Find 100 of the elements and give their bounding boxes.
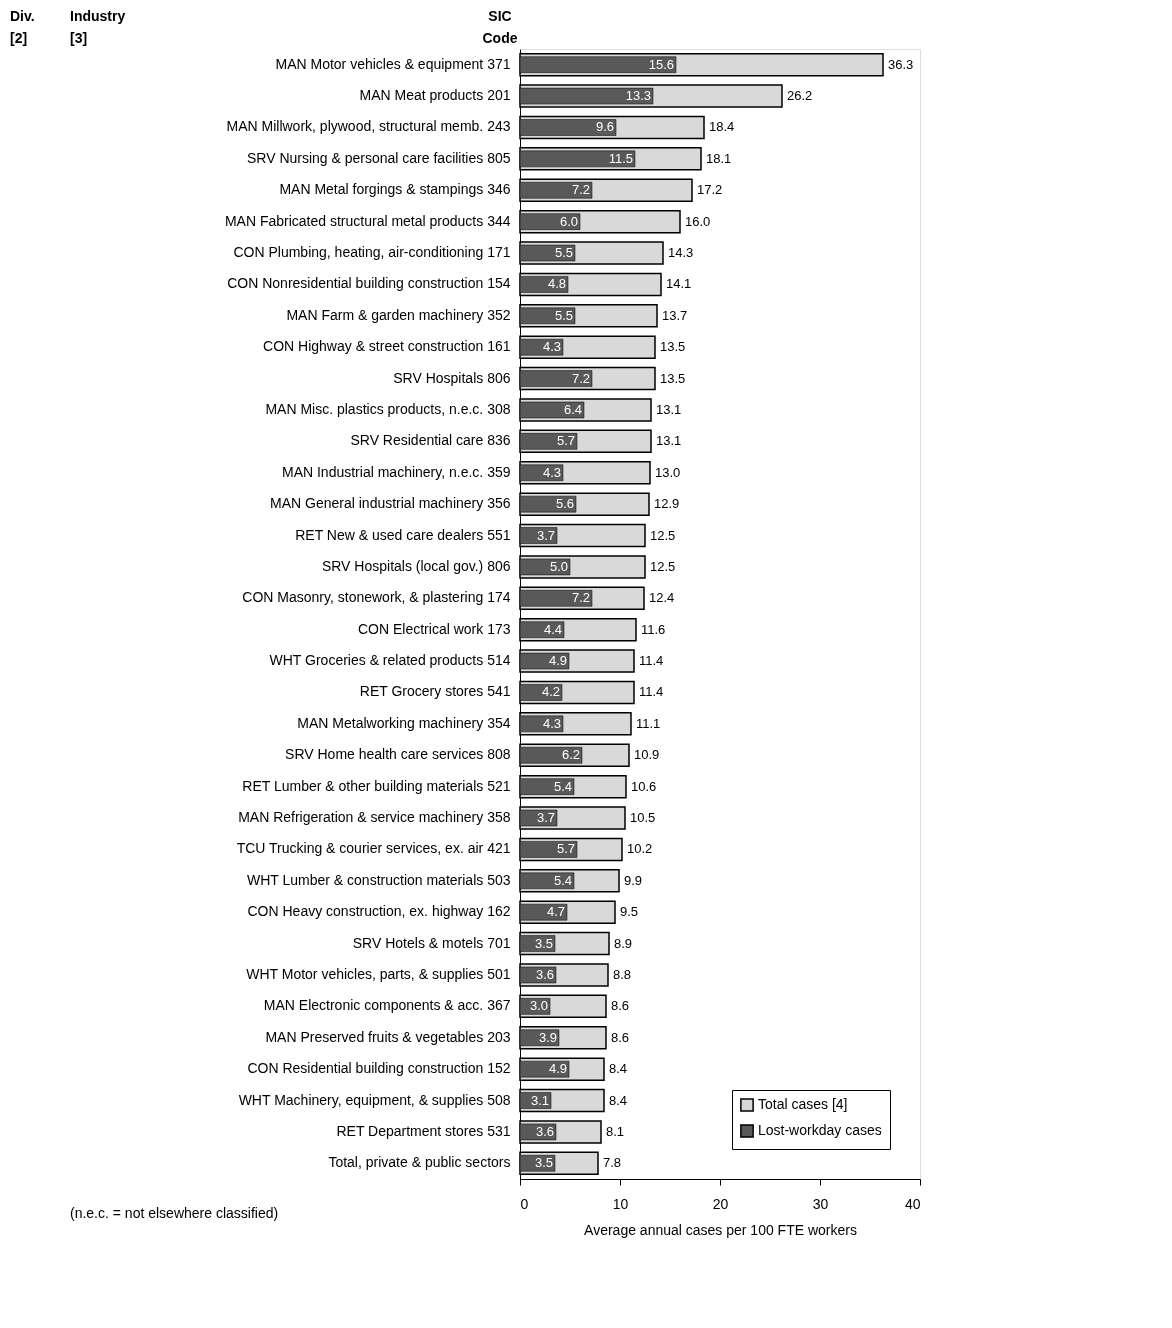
data-label: 7.2: [571, 370, 590, 386]
data-label: 13.0: [655, 464, 681, 480]
y-tick-label: RET Grocery stores 541: [359, 683, 511, 700]
data-label: 11.1: [636, 715, 661, 731]
y-tick-label: MAN Motor vehicles & equipment 371: [275, 55, 511, 72]
data-label: 9.9: [624, 872, 643, 888]
x-tick-label: 0: [520, 1195, 529, 1212]
y-tick-label: Total, private & public sectors: [328, 1154, 511, 1171]
data-label: 13.5: [660, 339, 686, 355]
data-label: 8.9: [614, 935, 633, 951]
data-label: 3.5: [534, 935, 553, 951]
data-label: 10.9: [634, 747, 660, 763]
data-label: 8.6: [611, 1029, 630, 1045]
data-label: 3.9: [538, 1029, 557, 1045]
y-tick-label: MAN Misc. plastics products, n.e.c. 308: [265, 400, 511, 417]
y-tick-label: SRV Hotels & motels 701: [352, 934, 511, 951]
data-label: 13.5: [660, 370, 686, 386]
data-label: 17.2: [697, 182, 723, 198]
data-label: 8.8: [613, 966, 632, 982]
y-tick-label: RET Lumber & other building materials 521: [242, 777, 511, 794]
x-tick-label: 30: [812, 1195, 829, 1212]
data-label: 14.3: [668, 245, 694, 261]
data-label: 8.4: [609, 1061, 628, 1077]
data-label: 4.4: [543, 621, 562, 637]
data-label: 7.2: [571, 182, 590, 198]
data-label: 5.5: [554, 245, 573, 261]
data-label: 3.0: [529, 998, 548, 1014]
data-label: 4.3: [542, 339, 561, 355]
y-tick-label: MAN Fabricated structural metal products 344: [224, 212, 511, 229]
data-label: 8.6: [611, 998, 630, 1014]
legend-label: Lost-workday cases: [758, 1122, 882, 1138]
data-label: 4.2: [541, 684, 560, 700]
data-label: 13.7: [662, 307, 688, 323]
y-tick-label: CON Heavy construction, ex. highway 162: [247, 903, 511, 920]
data-label: 6.2: [561, 747, 580, 763]
data-label: 8.1: [606, 1123, 625, 1139]
x-axis-title: Average annual cases per 100 FTE workers: [584, 1221, 857, 1238]
data-label: 7.2: [571, 590, 590, 606]
data-label: 3.1: [530, 1092, 549, 1108]
data-label: 12.9: [654, 496, 680, 512]
data-label: 5.0: [549, 558, 568, 574]
y-tick-label: CON Plumbing, heating, air-conditioning 171: [233, 244, 511, 261]
data-label: 5.5: [554, 307, 573, 323]
y-tick-label: CON Electrical work 173: [358, 620, 511, 637]
x-tick-label: 40: [904, 1195, 921, 1212]
legend-label: Total cases [4]: [758, 1096, 848, 1112]
data-label: 10.5: [630, 810, 656, 826]
y-tick-label: MAN Metal forgings & stampings 346: [279, 181, 511, 198]
data-label: 3.5: [534, 1155, 553, 1171]
y-tick-label: MAN Meat products 201: [359, 87, 511, 104]
data-label: 4.3: [542, 464, 561, 480]
y-tick-label: MAN Millwork, plywood, structural memb. 243: [226, 118, 511, 135]
y-tick-label: RET New & used care dealers 551: [295, 526, 511, 543]
data-label: 11.6: [641, 621, 666, 637]
y-tick-label: MAN Industrial machinery, n.e.c. 359: [281, 463, 511, 480]
y-tick-label: SRV Hospitals (local gov.) 806: [321, 557, 511, 574]
y-tick-label: MAN Refrigeration & service machinery 358: [238, 809, 511, 826]
data-label: 3.6: [535, 966, 554, 982]
y-tick-label: SRV Hospitals 806: [393, 369, 511, 386]
data-label: 6.4: [563, 401, 582, 417]
data-label: 4.7: [546, 904, 565, 920]
y-tick-label: MAN General industrial machinery 356: [270, 495, 511, 512]
data-label: 15.6: [648, 56, 674, 72]
data-label: 3.7: [536, 810, 555, 826]
data-label: 13.1: [656, 401, 682, 417]
text: (n.e.c. = not elsewhere classified): [70, 1205, 279, 1221]
data-label: 9.6: [595, 119, 614, 135]
text: Industry [3]: [70, 8, 126, 46]
data-label: 13.1: [656, 433, 682, 449]
data-label: 5.7: [556, 841, 575, 857]
data-label: 6.0: [559, 213, 578, 229]
y-tick-label: CON Masonry, stonework, & plastering 174: [242, 589, 511, 606]
y-tick-label: MAN Metalworking machinery 354: [297, 714, 511, 731]
data-label: 16.0: [685, 213, 711, 229]
data-label: 3.6: [535, 1123, 554, 1139]
data-label: 13.3: [625, 88, 651, 104]
data-label: 11.4: [639, 684, 664, 700]
x-tick-label: 20: [712, 1195, 729, 1212]
data-label: 3.7: [536, 527, 555, 543]
data-label: 4.8: [547, 276, 566, 292]
data-label: 7.8: [603, 1155, 622, 1171]
y-tick-label: CON Highway & street construction 161: [263, 338, 511, 355]
y-tick-label: WHT Lumber & construction materials 503: [246, 871, 511, 888]
y-tick-label: SRV Residential care 836: [350, 432, 511, 449]
y-tick-label: WHT Motor vehicles, parts, & supplies 501: [246, 965, 511, 982]
y-tick-label: SRV Home health care services 808: [285, 746, 511, 763]
data-label: 36.3: [888, 56, 914, 72]
data-label: 12.4: [649, 590, 675, 606]
data-label: 12.5: [650, 527, 676, 543]
y-tick-label: MAN Farm & garden machinery 352: [286, 306, 511, 323]
data-label: 5.6: [555, 496, 574, 512]
y-tick-label: WHT Machinery, equipment, & supplies 508: [238, 1091, 511, 1108]
y-tick-label: CON Residential building construction 152: [247, 1060, 511, 1077]
data-label: 10.6: [631, 778, 657, 794]
y-tick-label: SRV Nursing & personal care facilities 805: [246, 149, 511, 166]
data-label: 11.5: [608, 150, 633, 166]
y-tick-label: TCU Trucking & courier services, ex. air 421: [236, 840, 511, 857]
data-label: 14.1: [666, 276, 692, 292]
y-tick-label: RET Department stores 531: [336, 1122, 511, 1139]
data-label: 18.4: [709, 119, 735, 135]
